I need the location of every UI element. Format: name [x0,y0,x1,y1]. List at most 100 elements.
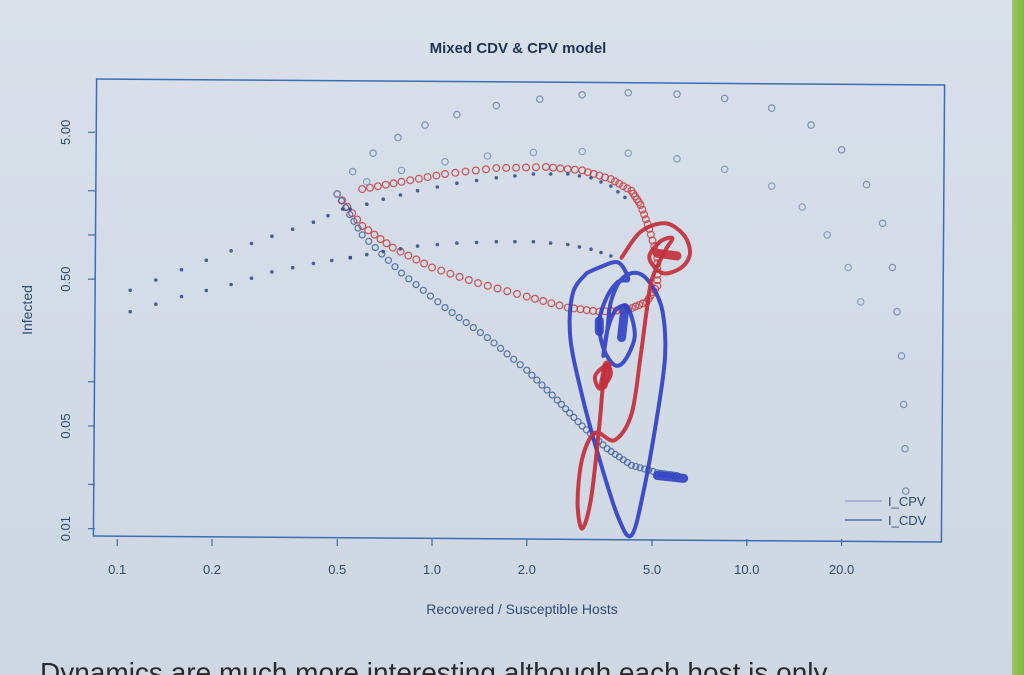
data-point [503,350,511,358]
data-point [901,444,909,453]
plot-area [128,88,910,539]
data-point [893,307,901,316]
y-tick-label: 0.05 [58,413,73,438]
data-point [397,166,406,175]
data-point [623,184,632,193]
data-point [365,237,373,245]
data-point [415,244,420,248]
data-point [632,462,640,471]
data-point [548,172,553,176]
data-point [521,163,530,172]
data-point [543,386,551,394]
data-point [270,234,274,238]
data-point [415,188,420,193]
cpv-chaotic-loop [575,221,693,531]
series-outer-orbit [333,88,910,495]
data-point [370,230,379,239]
data-point [420,259,429,268]
data-point [451,168,460,177]
data-point [549,163,558,172]
data-point [673,90,681,98]
y-axis-label: Infected [19,285,35,335]
data-point [563,165,572,174]
data-point [448,309,456,317]
data-point [412,281,420,289]
data-point [512,163,521,172]
data-point [570,413,578,421]
data-point [362,178,371,186]
data-point [371,244,379,252]
data-point [578,422,586,430]
data-point [423,173,432,182]
data-point [577,174,582,178]
data-point [641,215,650,224]
data-point [455,241,459,245]
data-point [492,164,501,173]
dense-cluster [652,248,682,261]
data-point [535,95,544,104]
data-point [311,220,316,224]
data-point [494,176,499,180]
series-i-cdv [333,190,681,480]
data-point [878,219,887,228]
data-point [330,258,334,263]
data-point [364,226,373,235]
data-point [566,172,570,176]
data-point [516,361,524,369]
data-point [348,167,357,176]
data-point [653,276,662,285]
data-point [627,461,636,469]
data-point [547,299,556,308]
data-point [570,165,579,174]
data-point [441,170,450,179]
data-point [434,298,442,306]
data-point [229,249,233,253]
data-point [204,288,209,293]
data-point [648,236,657,245]
data-point [631,302,640,311]
data-point [179,267,184,272]
data-point [455,181,459,185]
data-point [358,222,367,231]
data-point [807,121,815,129]
data-point [561,405,570,413]
chart-title: Mixed CDV & CPV model [430,40,607,57]
data-point [474,240,479,245]
data-point [128,288,132,293]
data-point [426,292,435,300]
data-point [348,255,353,260]
data-point [601,173,610,182]
data-point [901,487,910,495]
data-point [441,304,449,312]
data-point [566,409,574,417]
data-point [270,270,274,274]
data-point [599,250,603,255]
data-point [588,306,597,315]
data-point [128,309,132,314]
data-point [673,155,681,163]
data-point [837,146,846,154]
y-axis: 0.01 0.05 0.50 5.00 [58,120,95,541]
data-point [578,147,587,156]
x-tick-label: 2.0 [518,562,536,577]
data-point [720,165,729,174]
dense-cluster [652,471,689,483]
data-point [350,217,358,225]
data-point [513,174,517,178]
data-point [471,166,480,175]
dense-cluster [617,303,630,343]
data-point [346,210,354,219]
x-tick-label: 5.0 [643,562,661,577]
data-point [720,94,729,103]
data-point [609,184,613,188]
data-point [530,294,539,303]
data-point [311,261,316,266]
data-point [862,180,871,189]
data-point [348,207,353,211]
data-point [432,171,441,180]
data-point [333,190,342,198]
x-tick-label: 0.1 [108,562,126,577]
data-point [856,298,865,306]
data-point [523,366,531,374]
